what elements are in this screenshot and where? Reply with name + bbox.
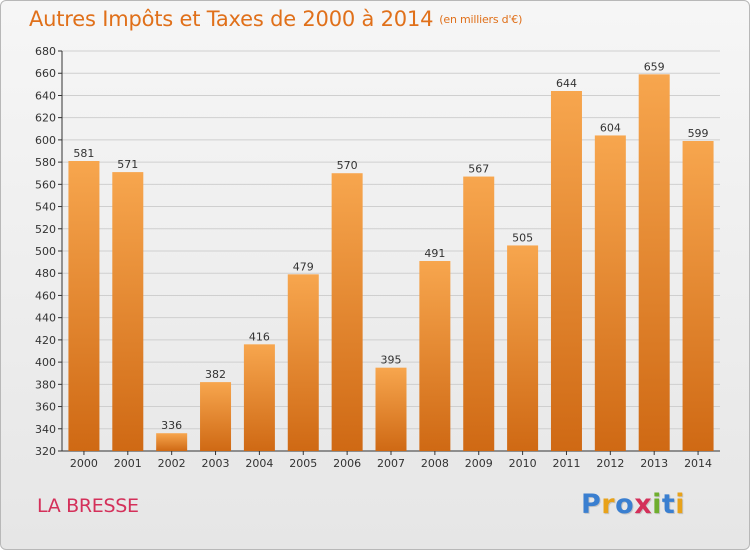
bar-2008 <box>419 261 451 451</box>
data-label-2001: 571 <box>117 158 138 171</box>
y-tick-label: 420 <box>35 334 56 347</box>
bar-2014 <box>682 141 714 451</box>
bar-2009 <box>463 176 495 452</box>
y-tick-label: 640 <box>35 89 56 102</box>
y-tick-label: 680 <box>35 45 56 58</box>
data-label-2010: 505 <box>512 231 533 244</box>
chart-title: Autres Impôts et Taxes de 2000 à 2014 (en… <box>29 7 522 31</box>
logo-letter: t <box>661 489 676 520</box>
y-tick-label: 560 <box>35 178 56 191</box>
logo-letter: o <box>615 489 635 520</box>
y-tick-label: 400 <box>35 356 56 369</box>
data-label-2007: 395 <box>381 354 402 367</box>
x-tick-label-2010: 2010 <box>509 457 537 470</box>
x-tick-label-2005: 2005 <box>289 457 317 470</box>
data-label-2008: 491 <box>424 247 445 260</box>
data-label-2014: 599 <box>688 127 709 140</box>
bars <box>68 74 714 452</box>
data-label-2004: 416 <box>249 330 270 343</box>
logo-letter: i <box>652 489 662 520</box>
logo-letter: P <box>581 489 602 520</box>
data-label-2011: 644 <box>556 77 577 90</box>
x-tick-label-2001: 2001 <box>114 457 142 470</box>
y-tick-label: 360 <box>35 401 56 414</box>
y-tick-label: 480 <box>35 267 56 280</box>
y-tick-label: 340 <box>35 423 56 436</box>
bar-2003 <box>200 382 232 451</box>
logo-letter: r <box>601 489 616 520</box>
x-tick-labels: 2000 2001 2002 2003 2004 2005 2006 2007 2008 2009… <box>70 451 712 470</box>
data-labels: 581 571 336 382 416 479 570 395 491 567 505 644 604 6… <box>73 60 708 432</box>
bar-2007 <box>375 367 407 451</box>
x-tick-label-2008: 2008 <box>421 457 449 470</box>
x-tick-label-2011: 2011 <box>552 457 580 470</box>
data-label-2002: 336 <box>161 419 182 432</box>
logo-letter: x <box>634 489 653 520</box>
y-tick-label: 600 <box>35 134 56 147</box>
x-tick-label-2014: 2014 <box>684 457 712 470</box>
x-tick-label-2012: 2012 <box>596 457 624 470</box>
y-tick-label: 500 <box>35 245 56 258</box>
y-tick-label: 580 <box>35 156 56 169</box>
proxiti-logo: Proxiti <box>581 489 685 520</box>
bar-2010 <box>507 245 539 451</box>
x-tick-label-2009: 2009 <box>465 457 493 470</box>
bar-2005 <box>287 274 319 451</box>
data-label-2013: 659 <box>644 60 665 73</box>
bar-2002 <box>156 433 188 451</box>
chart-title-unit: (en milliers d'€) <box>439 13 523 26</box>
y-tick-labels: 320 340 360 380 400 420 440 460 480 500 520 540 560 5… <box>35 45 56 458</box>
x-tick-label-2003: 2003 <box>202 457 230 470</box>
y-tick-label: 660 <box>35 67 56 80</box>
chart-title-text: Autres Impôts et Taxes de 2000 à 2014 <box>29 7 434 31</box>
y-tick-label: 460 <box>35 289 56 302</box>
bar-2000 <box>68 161 100 451</box>
data-label-2000: 581 <box>73 147 94 160</box>
commune-name: LA BRESSE <box>37 495 139 517</box>
data-label-2012: 604 <box>600 121 621 134</box>
x-tick-label-2007: 2007 <box>377 457 405 470</box>
y-tick-label: 380 <box>35 378 56 391</box>
bar-2006 <box>331 173 363 451</box>
bar-2011 <box>550 91 582 451</box>
bar-2013 <box>638 74 670 451</box>
data-label-2006: 570 <box>337 159 358 172</box>
logo-letter: i <box>675 489 686 520</box>
bar-2012 <box>594 135 626 451</box>
y-tick-label: 620 <box>35 112 56 125</box>
x-tick-label-2000: 2000 <box>70 457 98 470</box>
data-label-2003: 382 <box>205 368 226 381</box>
x-tick-label-2006: 2006 <box>333 457 361 470</box>
y-tick-label: 540 <box>35 201 56 214</box>
x-tick-label-2004: 2004 <box>245 457 273 470</box>
y-tick-label: 320 <box>35 445 56 458</box>
y-tick-label: 520 <box>35 223 56 236</box>
data-label-2005: 479 <box>293 260 314 273</box>
y-tick-label: 440 <box>35 312 56 325</box>
x-tick-label-2002: 2002 <box>158 457 186 470</box>
bar-2001 <box>112 172 144 451</box>
bar-2004 <box>243 344 275 451</box>
x-tick-label-2013: 2013 <box>640 457 668 470</box>
data-label-2009: 567 <box>468 163 489 176</box>
